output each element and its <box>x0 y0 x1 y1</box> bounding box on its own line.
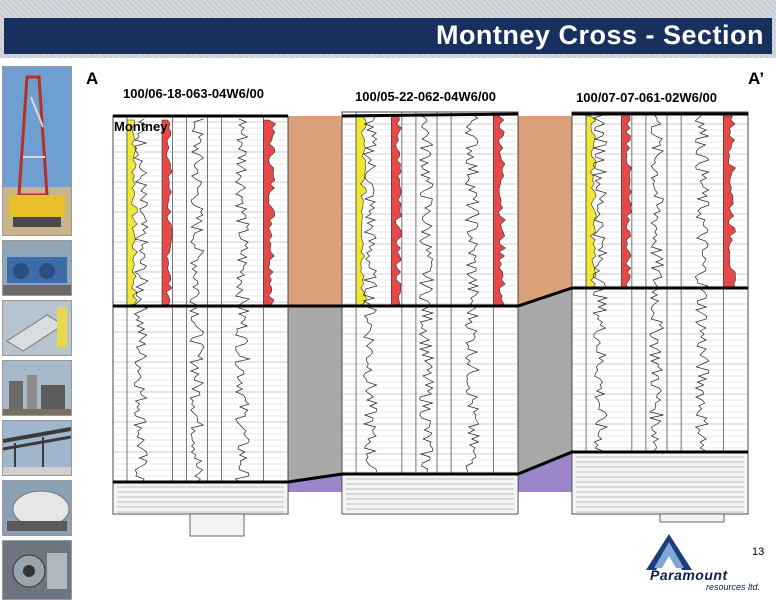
log-trace <box>418 114 435 473</box>
photo-sidebar <box>0 62 74 600</box>
well-log-panel-2 <box>341 111 519 515</box>
log-trace <box>591 114 609 452</box>
well-log-panel-1 <box>112 115 289 515</box>
log-trace <box>189 118 205 483</box>
section-start-label: A <box>86 69 99 88</box>
resistivity-curve-2 <box>493 115 507 307</box>
log-trace <box>694 114 710 452</box>
well-title-3: 100/07-07-061-02W6/00 <box>576 90 717 105</box>
log-trace <box>362 114 379 473</box>
log-header-tab <box>189 513 245 537</box>
resistivity-curve <box>390 115 403 307</box>
paramount-logo-icon <box>646 534 692 570</box>
well-title-2: 100/05-22-062-04W6/00 <box>355 89 496 104</box>
well-log-panel-3 <box>571 111 749 515</box>
lower-unit-fill-1 <box>288 306 342 482</box>
log-header-legend <box>571 451 749 515</box>
lower-marker-line <box>113 450 748 484</box>
resistivity-curve <box>620 115 633 289</box>
compressor-photo <box>2 240 72 296</box>
page-number: 13 <box>752 546 765 558</box>
base-unit-fill-2 <box>518 452 572 492</box>
tank-photo <box>2 300 72 356</box>
gamma-ray-curve <box>355 115 367 307</box>
well-title-1: 100/06-18-063-04W6/00 <box>123 86 264 101</box>
machinery-photo <box>2 540 72 600</box>
montney-correlation-fill-1 <box>288 116 342 306</box>
slide-title: Montney Cross - Section <box>435 20 764 50</box>
resistivity-curve-2 <box>263 119 277 307</box>
base-unit-fill-1 <box>288 474 342 492</box>
resistivity-curve <box>161 119 173 307</box>
log-trace <box>133 118 149 483</box>
log-trace <box>648 114 665 452</box>
logo-name: Paramount <box>650 567 728 583</box>
resistivity-curve-2 <box>723 115 736 289</box>
logo-subtitle: resources ltd. <box>706 582 761 592</box>
log-trace <box>464 114 481 473</box>
plant-photo <box>2 360 72 416</box>
log-trace <box>234 118 251 483</box>
lower-unit-fill-2 <box>518 288 572 474</box>
log-header-tab <box>659 513 725 523</box>
montney-correlation-fill-2 <box>518 116 572 306</box>
pipe-rack-photo <box>2 420 72 476</box>
gamma-ray-curve <box>126 119 138 307</box>
montney-base-line <box>113 286 748 308</box>
vessel-photo <box>2 480 72 536</box>
log-header-legend <box>112 481 289 515</box>
montney-top-line-2 <box>341 112 519 118</box>
title-bar: Montney Cross - Section <box>4 18 772 54</box>
formation-label: Montney <box>114 119 168 134</box>
drilling-rig-photo <box>2 66 72 236</box>
section-end-label: A’ <box>748 69 765 88</box>
